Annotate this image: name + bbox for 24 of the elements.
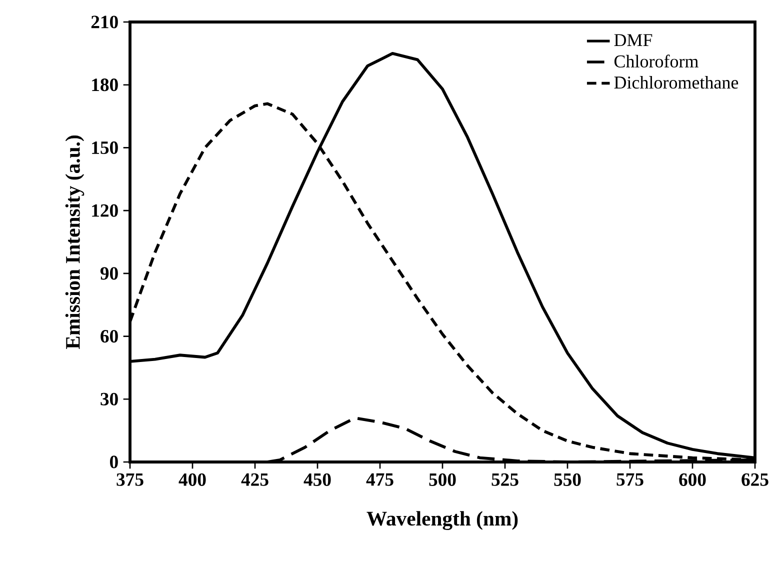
- legend-label: Dichloromethane: [614, 76, 738, 89]
- y-tick-label: 180: [92, 78, 118, 92]
- x-axis-title: Wavelength (nm): [366, 511, 518, 530]
- y-tick-label: 120: [92, 204, 118, 217]
- x-tick-label: 400: [178, 473, 206, 486]
- x-tick-label: 575: [616, 473, 644, 486]
- x-tick-label: 525: [492, 473, 518, 486]
- x-tick-label: 450: [304, 473, 331, 486]
- legend-label: Chloroform: [614, 54, 698, 68]
- x-tick-label: 475: [366, 473, 394, 486]
- x-tick-label: 375: [116, 473, 144, 486]
- y-tick-label: 30: [100, 392, 118, 406]
- x-tick-label: 625: [742, 473, 768, 486]
- x-tick-label: 425: [241, 473, 268, 486]
- y-tick-label: 90: [100, 267, 118, 280]
- y-tick-label: 60: [100, 330, 118, 343]
- legend-label: DMF: [614, 34, 652, 46]
- y-tick-label: 210: [91, 16, 118, 28]
- y-axis-title: Emission Intensity (a.u.): [65, 136, 84, 350]
- x-tick-label: 550: [554, 473, 581, 486]
- x-tick-label: 500: [429, 473, 456, 486]
- x-tick-label: 600: [679, 473, 706, 486]
- y-tick-label: 0: [110, 456, 118, 468]
- y-tick-label: 150: [92, 141, 118, 154]
